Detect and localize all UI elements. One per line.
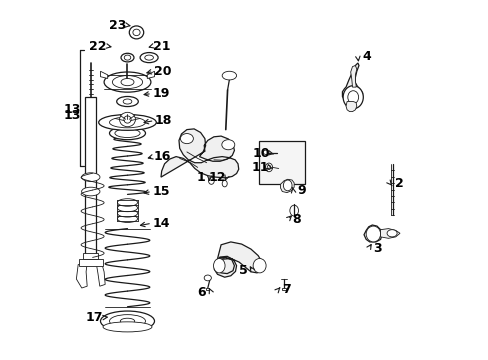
- Text: 9: 9: [297, 184, 306, 197]
- Polygon shape: [76, 263, 87, 288]
- Ellipse shape: [222, 140, 234, 150]
- Ellipse shape: [343, 86, 363, 109]
- Text: 13: 13: [63, 103, 81, 116]
- Ellipse shape: [347, 91, 358, 104]
- Ellipse shape: [117, 215, 137, 222]
- Bar: [83, 253, 98, 259]
- Ellipse shape: [124, 55, 130, 60]
- Ellipse shape: [117, 210, 137, 217]
- Polygon shape: [363, 225, 381, 242]
- Ellipse shape: [253, 258, 265, 273]
- Polygon shape: [96, 263, 105, 286]
- Text: 11: 11: [251, 161, 269, 174]
- Bar: [85, 97, 96, 256]
- Text: 23: 23: [109, 19, 126, 32]
- Polygon shape: [350, 66, 356, 87]
- Text: 19: 19: [152, 87, 169, 100]
- Text: 1: 1: [196, 171, 204, 184]
- Polygon shape: [161, 129, 238, 178]
- Ellipse shape: [222, 71, 236, 80]
- Ellipse shape: [81, 173, 100, 181]
- Text: 4: 4: [362, 50, 370, 63]
- Text: 5: 5: [239, 264, 247, 277]
- Ellipse shape: [386, 230, 396, 237]
- Polygon shape: [101, 71, 107, 78]
- Ellipse shape: [112, 76, 142, 89]
- Ellipse shape: [101, 311, 154, 331]
- Text: 3: 3: [373, 242, 381, 255]
- Ellipse shape: [289, 205, 298, 216]
- Ellipse shape: [222, 180, 227, 187]
- Ellipse shape: [117, 204, 137, 212]
- Ellipse shape: [120, 318, 134, 324]
- Polygon shape: [282, 288, 285, 290]
- Text: 2: 2: [394, 177, 403, 190]
- Ellipse shape: [263, 150, 268, 154]
- Polygon shape: [147, 71, 154, 78]
- Ellipse shape: [121, 78, 134, 86]
- Text: 12: 12: [208, 171, 226, 184]
- Ellipse shape: [204, 275, 211, 281]
- Ellipse shape: [180, 134, 193, 144]
- Ellipse shape: [99, 114, 156, 130]
- Text: 10: 10: [252, 147, 270, 160]
- Ellipse shape: [103, 322, 152, 332]
- Ellipse shape: [109, 117, 145, 128]
- Ellipse shape: [117, 199, 137, 206]
- Polygon shape: [206, 288, 209, 290]
- Polygon shape: [342, 63, 362, 104]
- Text: 15: 15: [152, 185, 169, 198]
- Text: 13: 13: [63, 109, 81, 122]
- Text: 14: 14: [152, 217, 169, 230]
- Polygon shape: [346, 102, 356, 112]
- Ellipse shape: [123, 99, 132, 104]
- Text: 7: 7: [282, 283, 291, 296]
- Ellipse shape: [120, 112, 135, 127]
- Text: 8: 8: [292, 213, 301, 226]
- Ellipse shape: [283, 180, 291, 191]
- Polygon shape: [214, 242, 262, 277]
- Ellipse shape: [266, 165, 270, 170]
- Ellipse shape: [123, 116, 131, 123]
- Ellipse shape: [208, 177, 214, 184]
- Ellipse shape: [115, 129, 140, 138]
- Polygon shape: [380, 229, 399, 238]
- Text: 18: 18: [155, 114, 172, 127]
- Ellipse shape: [133, 29, 140, 36]
- Ellipse shape: [366, 226, 380, 242]
- Ellipse shape: [144, 55, 153, 60]
- Text: 20: 20: [153, 65, 171, 78]
- Ellipse shape: [81, 187, 100, 196]
- Ellipse shape: [121, 53, 134, 62]
- Polygon shape: [280, 179, 294, 193]
- Text: 22: 22: [89, 40, 106, 53]
- Text: 17: 17: [85, 311, 103, 324]
- Ellipse shape: [109, 315, 145, 328]
- Ellipse shape: [104, 72, 151, 92]
- Bar: [79, 259, 102, 266]
- Bar: [258, 141, 305, 184]
- Ellipse shape: [129, 26, 143, 39]
- Text: 6: 6: [197, 286, 206, 299]
- Text: 21: 21: [153, 40, 170, 53]
- Ellipse shape: [109, 127, 145, 140]
- Ellipse shape: [265, 163, 272, 172]
- Ellipse shape: [117, 96, 138, 107]
- Text: 16: 16: [153, 150, 171, 163]
- Ellipse shape: [213, 258, 224, 273]
- Ellipse shape: [140, 53, 158, 63]
